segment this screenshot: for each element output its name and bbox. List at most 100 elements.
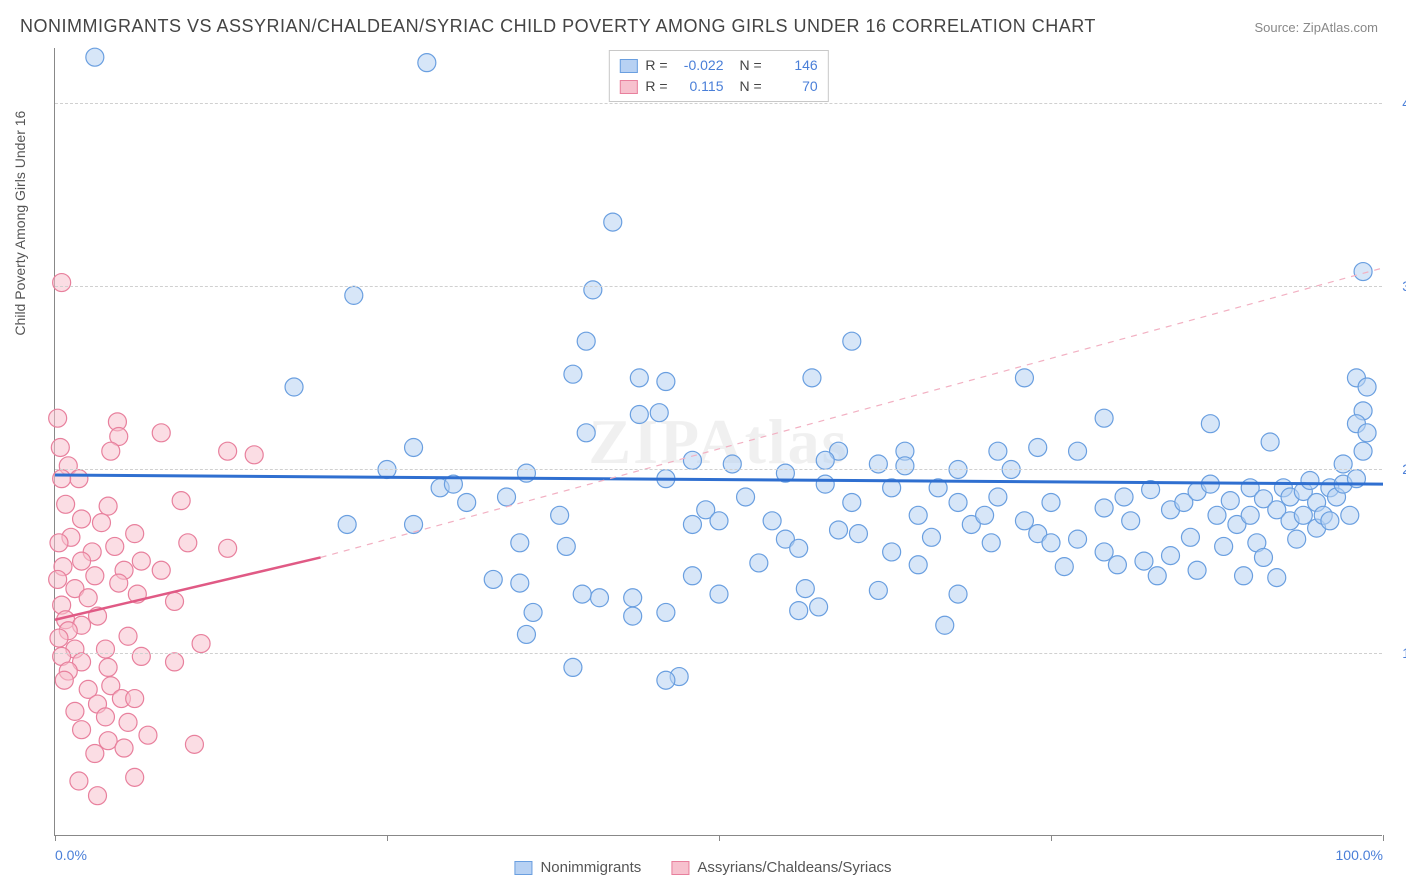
grid-line bbox=[55, 469, 1382, 470]
scatter-point bbox=[949, 585, 967, 603]
scatter-point bbox=[338, 515, 356, 533]
scatter-point bbox=[73, 552, 91, 570]
scatter-point bbox=[1354, 263, 1372, 281]
scatter-point bbox=[86, 567, 104, 585]
scatter-point bbox=[179, 534, 197, 552]
scatter-point bbox=[115, 739, 133, 757]
scatter-point bbox=[418, 54, 436, 72]
x-tick bbox=[55, 835, 56, 841]
x-tick-label: 0.0% bbox=[55, 847, 87, 863]
scatter-point bbox=[650, 404, 668, 422]
scatter-point bbox=[53, 470, 71, 488]
scatter-point bbox=[1069, 442, 1087, 460]
legend-item: Assyrians/Chaldeans/Syriacs bbox=[671, 859, 891, 876]
scatter-point bbox=[584, 281, 602, 299]
x-tick-label: 100.0% bbox=[1336, 847, 1383, 863]
scatter-point bbox=[869, 581, 887, 599]
scatter-point bbox=[1354, 442, 1372, 460]
scatter-point bbox=[683, 567, 701, 585]
scatter-point bbox=[737, 488, 755, 506]
scatter-point bbox=[79, 589, 97, 607]
scatter-point bbox=[710, 585, 728, 603]
x-tick bbox=[719, 835, 720, 841]
r-label: R = bbox=[645, 55, 667, 76]
legend-label: Nonimmigrants bbox=[540, 859, 641, 876]
scatter-point bbox=[1122, 512, 1140, 530]
x-tick bbox=[387, 835, 388, 841]
scatter-point bbox=[816, 475, 834, 493]
scatter-point bbox=[1029, 438, 1047, 456]
scatter-point bbox=[796, 580, 814, 598]
scatter-point bbox=[1181, 528, 1199, 546]
scatter-point bbox=[810, 598, 828, 616]
scatter-point bbox=[1108, 556, 1126, 574]
scatter-point bbox=[849, 525, 867, 543]
grid-line bbox=[55, 103, 1382, 104]
scatter-point bbox=[1095, 499, 1113, 517]
scatter-point bbox=[551, 506, 569, 524]
scatter-point bbox=[1201, 415, 1219, 433]
scatter-point bbox=[657, 373, 675, 391]
scatter-point bbox=[1148, 567, 1166, 585]
scatter-point bbox=[517, 625, 535, 643]
y-tick-label: 40.0% bbox=[1402, 95, 1406, 111]
scatter-point bbox=[1261, 433, 1279, 451]
grid-line bbox=[55, 286, 1382, 287]
scatter-point bbox=[458, 493, 476, 511]
y-axis-label: Child Poverty Among Girls Under 16 bbox=[12, 111, 28, 336]
scatter-point bbox=[989, 488, 1007, 506]
scatter-point bbox=[624, 589, 642, 607]
scatter-point bbox=[982, 534, 1000, 552]
n-label: N = bbox=[740, 55, 762, 76]
scatter-point bbox=[524, 603, 542, 621]
scatter-point bbox=[119, 627, 137, 645]
plot-area: ZIPAtlas R =-0.022N =146R =0.115N =70 10… bbox=[54, 48, 1382, 836]
scatter-point bbox=[922, 528, 940, 546]
legend-item: Nonimmigrants bbox=[514, 859, 641, 876]
scatter-point bbox=[1042, 534, 1060, 552]
scatter-point bbox=[49, 570, 67, 588]
scatter-point bbox=[657, 603, 675, 621]
legend-swatch bbox=[619, 59, 637, 73]
scatter-point bbox=[1288, 530, 1306, 548]
scatter-point bbox=[484, 570, 502, 588]
legend-label: Assyrians/Chaldeans/Syriacs bbox=[697, 859, 891, 876]
scatter-point bbox=[345, 286, 363, 304]
scatter-point bbox=[1055, 558, 1073, 576]
scatter-point bbox=[1241, 506, 1259, 524]
scatter-point bbox=[285, 378, 303, 396]
scatter-point bbox=[1341, 506, 1359, 524]
scatter-point bbox=[166, 653, 184, 671]
legend-swatch bbox=[514, 861, 532, 875]
scatter-point bbox=[1235, 567, 1253, 585]
source-label: Source: ZipAtlas.com bbox=[1254, 20, 1378, 35]
scatter-point bbox=[1095, 409, 1113, 427]
scatter-point bbox=[511, 574, 529, 592]
scatter-point bbox=[1221, 492, 1239, 510]
scatter-point bbox=[405, 438, 423, 456]
scatter-point bbox=[1208, 506, 1226, 524]
scatter-point bbox=[96, 708, 114, 726]
legend-swatch bbox=[619, 80, 637, 94]
scatter-point bbox=[110, 574, 128, 592]
r-value: -0.022 bbox=[676, 55, 724, 76]
scatter-point bbox=[511, 534, 529, 552]
scatter-point bbox=[139, 726, 157, 744]
scatter-point bbox=[166, 592, 184, 610]
scatter-point bbox=[1254, 548, 1272, 566]
x-tick bbox=[1383, 835, 1384, 841]
r-value: 0.115 bbox=[676, 76, 724, 97]
scatter-point bbox=[86, 745, 104, 763]
scatter-point bbox=[803, 369, 821, 387]
scatter-point bbox=[99, 497, 117, 515]
x-tick bbox=[1051, 835, 1052, 841]
scatter-point bbox=[86, 48, 104, 66]
n-value: 70 bbox=[770, 76, 818, 97]
scatter-point bbox=[843, 493, 861, 511]
scatter-point bbox=[50, 629, 68, 647]
y-tick-label: 20.0% bbox=[1402, 461, 1406, 477]
scatter-point bbox=[132, 647, 150, 665]
scatter-point bbox=[55, 671, 73, 689]
scatter-point bbox=[683, 451, 701, 469]
scatter-point bbox=[70, 470, 88, 488]
